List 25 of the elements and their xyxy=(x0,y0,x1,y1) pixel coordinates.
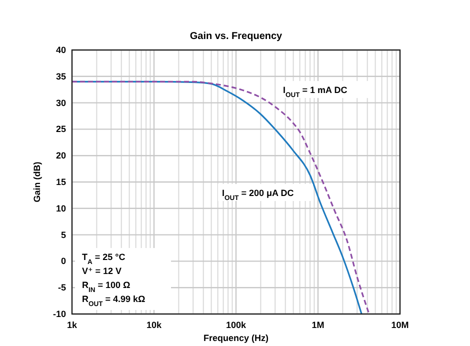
chart-title: Gain vs. Frequency xyxy=(190,31,283,42)
annotation: R$_{OUT}$ = 4.99 kΩ xyxy=(82,294,146,308)
y-tick-label: -10 xyxy=(52,309,66,319)
y-tick-label: 35 xyxy=(56,71,66,82)
x-tick-label: 10M xyxy=(391,320,409,330)
x-tick-label: 10k xyxy=(146,320,162,330)
y-tick-label: 30 xyxy=(56,98,66,108)
x-tick-label: 100k xyxy=(226,320,247,330)
annotation: R$_{IN}$ = 100 Ω xyxy=(82,280,130,294)
y-tick-label: 10 xyxy=(56,203,66,214)
series-label: I$_{OUT}$ = 1 mA DC xyxy=(283,85,348,98)
annotation: T$_{A}$ = 25 °C xyxy=(82,252,126,266)
y-tick-label: -5 xyxy=(58,282,66,293)
x-tick-label: 1M xyxy=(312,320,324,330)
x-axis-title: Frequency (Hz) xyxy=(203,333,269,343)
y-tick-label: 5 xyxy=(60,230,66,240)
y-tick-label: 0 xyxy=(60,256,66,266)
x-tick-label: 1k xyxy=(66,320,78,330)
y-tick-label: 40 xyxy=(56,45,66,55)
y-tick-label: 25 xyxy=(56,124,66,134)
text: I$_{OUT}$ = 200 μA DC xyxy=(222,188,294,202)
y-axis-title: Gain (dB) xyxy=(32,162,42,202)
y-tick-label: 15 xyxy=(56,177,66,187)
y-tick-label: 20 xyxy=(56,150,66,161)
annotation: V⁺ = 12 V xyxy=(82,266,122,276)
